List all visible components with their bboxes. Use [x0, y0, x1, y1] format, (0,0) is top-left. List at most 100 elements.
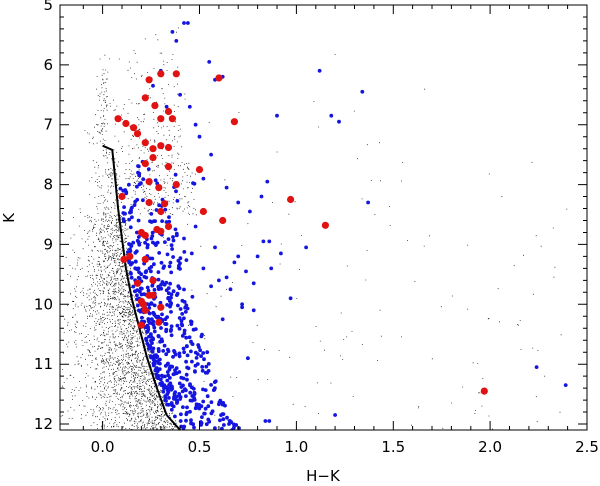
blue-point [156, 334, 161, 339]
blue-point [137, 182, 142, 187]
blue-point [194, 356, 199, 360]
blue-point [213, 386, 217, 391]
blue-point [173, 352, 178, 357]
blue-point [135, 197, 140, 202]
blue-point [169, 387, 174, 392]
blue-point [221, 417, 226, 422]
blue-point [152, 287, 157, 292]
blue-point [121, 211, 126, 215]
red-point [141, 306, 149, 314]
blue-point [162, 343, 167, 348]
blue-point [227, 419, 232, 423]
blue-point [131, 284, 136, 289]
x-tick-label: 1.0 [284, 438, 308, 456]
blue-point [205, 350, 210, 355]
blue-point [236, 254, 241, 259]
blue-point [197, 134, 202, 139]
red-point [145, 178, 153, 186]
red-point [157, 207, 165, 216]
blue-point [269, 266, 274, 271]
blue-point [209, 284, 214, 289]
blue-point [184, 359, 189, 364]
blue-point [155, 359, 160, 364]
blue-point [145, 341, 150, 346]
red-point [172, 70, 180, 78]
blue-point [201, 399, 206, 404]
blue-point [191, 386, 196, 391]
blue-point [164, 288, 169, 293]
blue-point [177, 381, 182, 386]
blue-point [159, 282, 163, 287]
blue-point [168, 304, 172, 309]
red-point [480, 387, 488, 395]
x-tick-label: 2.0 [478, 438, 502, 456]
blue-point [191, 181, 195, 186]
blue-point [157, 251, 162, 255]
blue-point [165, 303, 170, 307]
blue-point [534, 365, 539, 369]
blue-point [201, 351, 206, 355]
blue-point [166, 402, 171, 407]
blue-point [171, 355, 175, 359]
blue-point [170, 247, 175, 251]
red-point [287, 195, 295, 204]
blue-point [189, 251, 194, 256]
blue-point [220, 401, 225, 405]
blue-point [167, 396, 171, 400]
red-point [164, 222, 173, 231]
y-tick-label: 8 [43, 176, 53, 194]
blue-point [169, 333, 174, 338]
blue-point [146, 317, 151, 321]
blue-point [152, 262, 156, 267]
blue-point [173, 390, 178, 394]
blue-point [149, 265, 154, 269]
red-point [133, 279, 142, 287]
red-point [157, 115, 165, 123]
y-axis-label: K [0, 212, 18, 223]
x-tick-label: 0.0 [91, 438, 115, 456]
blue-point [127, 217, 131, 222]
blue-point [251, 308, 256, 313]
blue-point [207, 60, 212, 64]
blue-point [138, 286, 143, 291]
red-point [141, 160, 149, 168]
blue-point [190, 398, 195, 403]
red-point [118, 192, 126, 201]
blue-point [178, 261, 182, 266]
blue-point [161, 349, 166, 353]
blue-point [185, 405, 189, 410]
blue-point [204, 364, 209, 369]
blue-point [181, 405, 185, 409]
blue-point [166, 295, 171, 300]
blue-point [134, 249, 139, 254]
y-tick-label: 12 [34, 415, 53, 433]
blue-point [220, 317, 225, 322]
blue-point [160, 219, 165, 224]
blue-point [124, 190, 129, 195]
blue-point [184, 418, 188, 423]
blue-point [167, 365, 172, 370]
blue-point [202, 357, 206, 362]
blue-point [171, 235, 175, 239]
blue-point [140, 315, 144, 320]
blue-point [144, 324, 149, 329]
blue-point [304, 245, 308, 250]
blue-point [146, 288, 151, 293]
blue-point [200, 365, 205, 369]
blue-point [201, 176, 206, 181]
blue-point [179, 385, 184, 389]
blue-point [172, 371, 177, 376]
x-axis-label: H−K [306, 467, 341, 485]
blue-point [137, 171, 142, 176]
blue-point [329, 113, 334, 118]
blue-point [200, 368, 205, 373]
blue-point [152, 312, 156, 316]
blue-point [135, 238, 140, 243]
blue-point [178, 419, 183, 423]
red-point [120, 255, 128, 263]
blue-point [129, 275, 134, 280]
blue-point [190, 359, 194, 364]
blue-point [136, 218, 141, 223]
blue-point [167, 383, 172, 387]
